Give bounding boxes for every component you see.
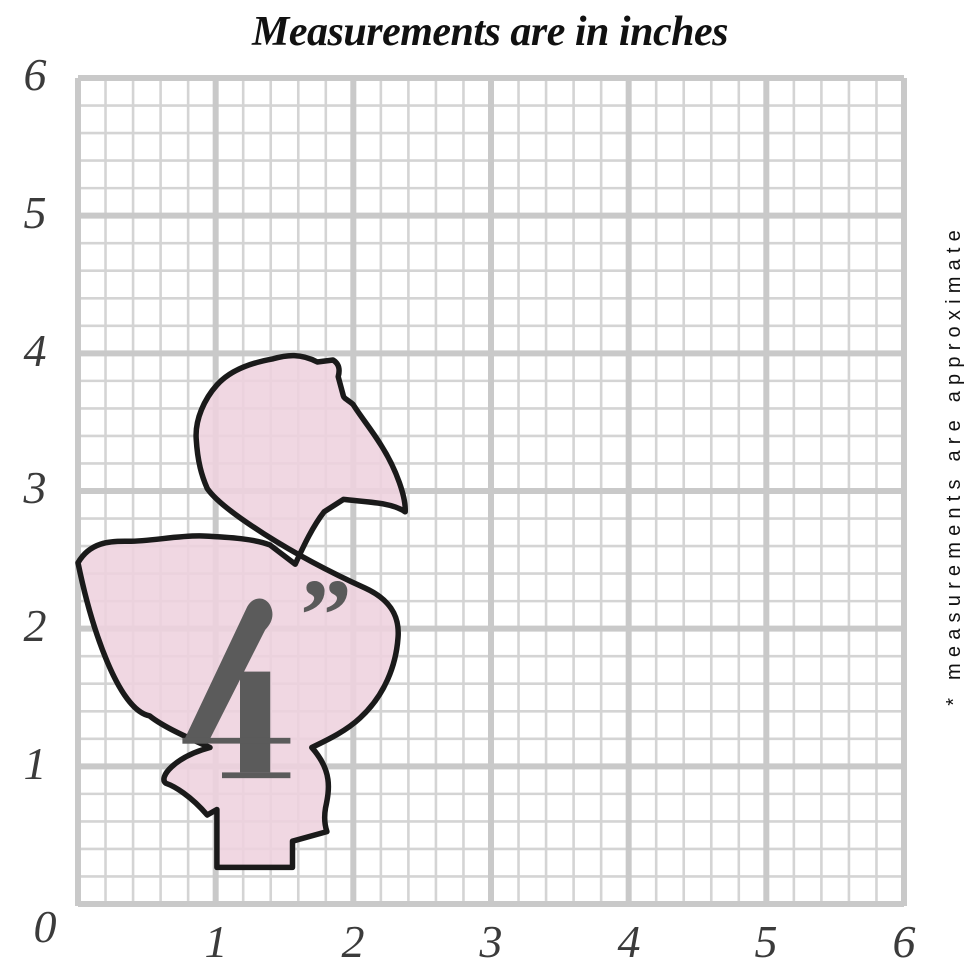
svg-text:”: ” — [300, 558, 352, 673]
